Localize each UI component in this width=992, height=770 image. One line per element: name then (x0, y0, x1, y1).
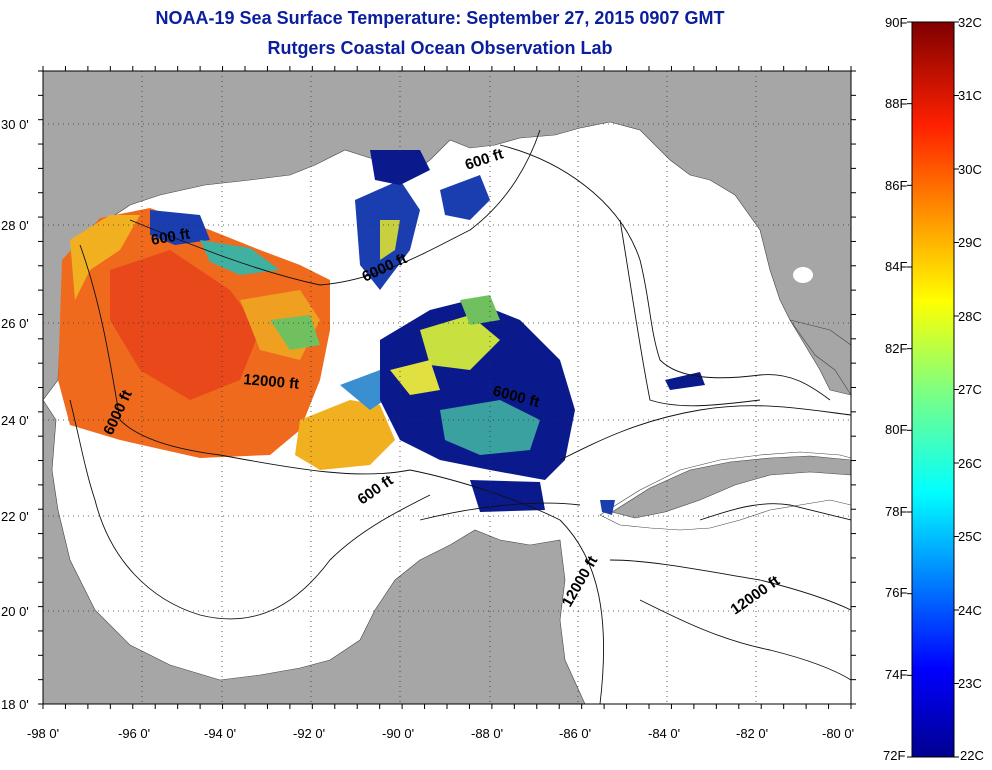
colorbar-f-label: 84F (885, 259, 907, 274)
lon-tick-label: -98 0' (27, 726, 59, 741)
colorbar-f-label: 72F (883, 748, 905, 763)
colorbar: 90F 88F 86F 84F 82F 80F 78F 76F 74F 72F … (883, 15, 984, 763)
lon-tick-label: -92 0' (293, 726, 325, 741)
colorbar-f-label: 78F (885, 504, 907, 519)
lat-tick-label: 20 0' (1, 604, 29, 619)
lat-tick-label: 28 0' (1, 218, 29, 233)
colorbar-f-label: 74F (885, 667, 907, 682)
contour-label: 12000 ft (243, 371, 300, 393)
lat-tick-label: 22 0' (1, 509, 29, 524)
colorbar-gradient (911, 21, 955, 758)
lat-tick-label: 18 0' (1, 697, 29, 712)
colorbar-f-label: 86F (885, 178, 907, 193)
latitude-labels: 30 0' 28 0' 26 0' 24 0' 22 0' 20 0' 18 0… (1, 117, 29, 712)
colorbar-c-label: 25C (958, 529, 982, 544)
lon-tick-label: -90 0' (382, 726, 414, 741)
lake-okeechobee (793, 267, 813, 283)
colorbar-c-label: 29C (958, 235, 982, 250)
colorbar-f-label: 82F (885, 341, 907, 356)
map-subtitle: Rutgers Coastal Ocean Observation Lab (267, 38, 613, 58)
colorbar-f-label: 88F (885, 96, 907, 111)
lon-tick-label: -94 0' (204, 726, 236, 741)
lon-tick-label: -96 0' (118, 726, 150, 741)
land-mass (43, 71, 851, 704)
colorbar-c-label: 31C (958, 88, 982, 103)
colorbar-c-label: 23C (958, 676, 982, 691)
colorbar-f-label: 80F (885, 422, 907, 437)
graticule (43, 71, 851, 704)
lon-tick-label: -84 0' (648, 726, 680, 741)
colorbar-c-label: 32C (958, 15, 982, 30)
bathymetry-contours (69, 129, 851, 704)
colorbar-c-label: 30C (958, 162, 982, 177)
lon-tick-label: -82 0' (736, 726, 768, 741)
lat-tick-label: 30 0' (1, 117, 29, 132)
colorbar-c-label: 24C (958, 603, 982, 618)
colorbar-c-label: 28C (958, 309, 982, 324)
lon-tick-label: -86 0' (559, 726, 591, 741)
lat-tick-label: 24 0' (1, 413, 29, 428)
sst-data (58, 150, 705, 515)
colorbar-c-label: 27C (958, 382, 982, 397)
colorbar-c-label: 26C (958, 456, 982, 471)
longitude-labels: -98 0' -96 0' -94 0' -92 0' -90 0' -88 0… (27, 726, 854, 741)
map-title: NOAA-19 Sea Surface Temperature: Septemb… (155, 8, 725, 28)
contour-label: 600 ft (150, 225, 192, 249)
lon-tick-label: -88 0' (471, 726, 503, 741)
colorbar-f-label: 90F (885, 15, 907, 30)
lon-tick-label: -80 0' (822, 726, 854, 741)
colorbar-c-label: 22C (960, 748, 984, 763)
colorbar-f-label: 76F (885, 585, 907, 600)
lat-tick-label: 26 0' (1, 316, 29, 331)
tick-marks (38, 66, 856, 709)
